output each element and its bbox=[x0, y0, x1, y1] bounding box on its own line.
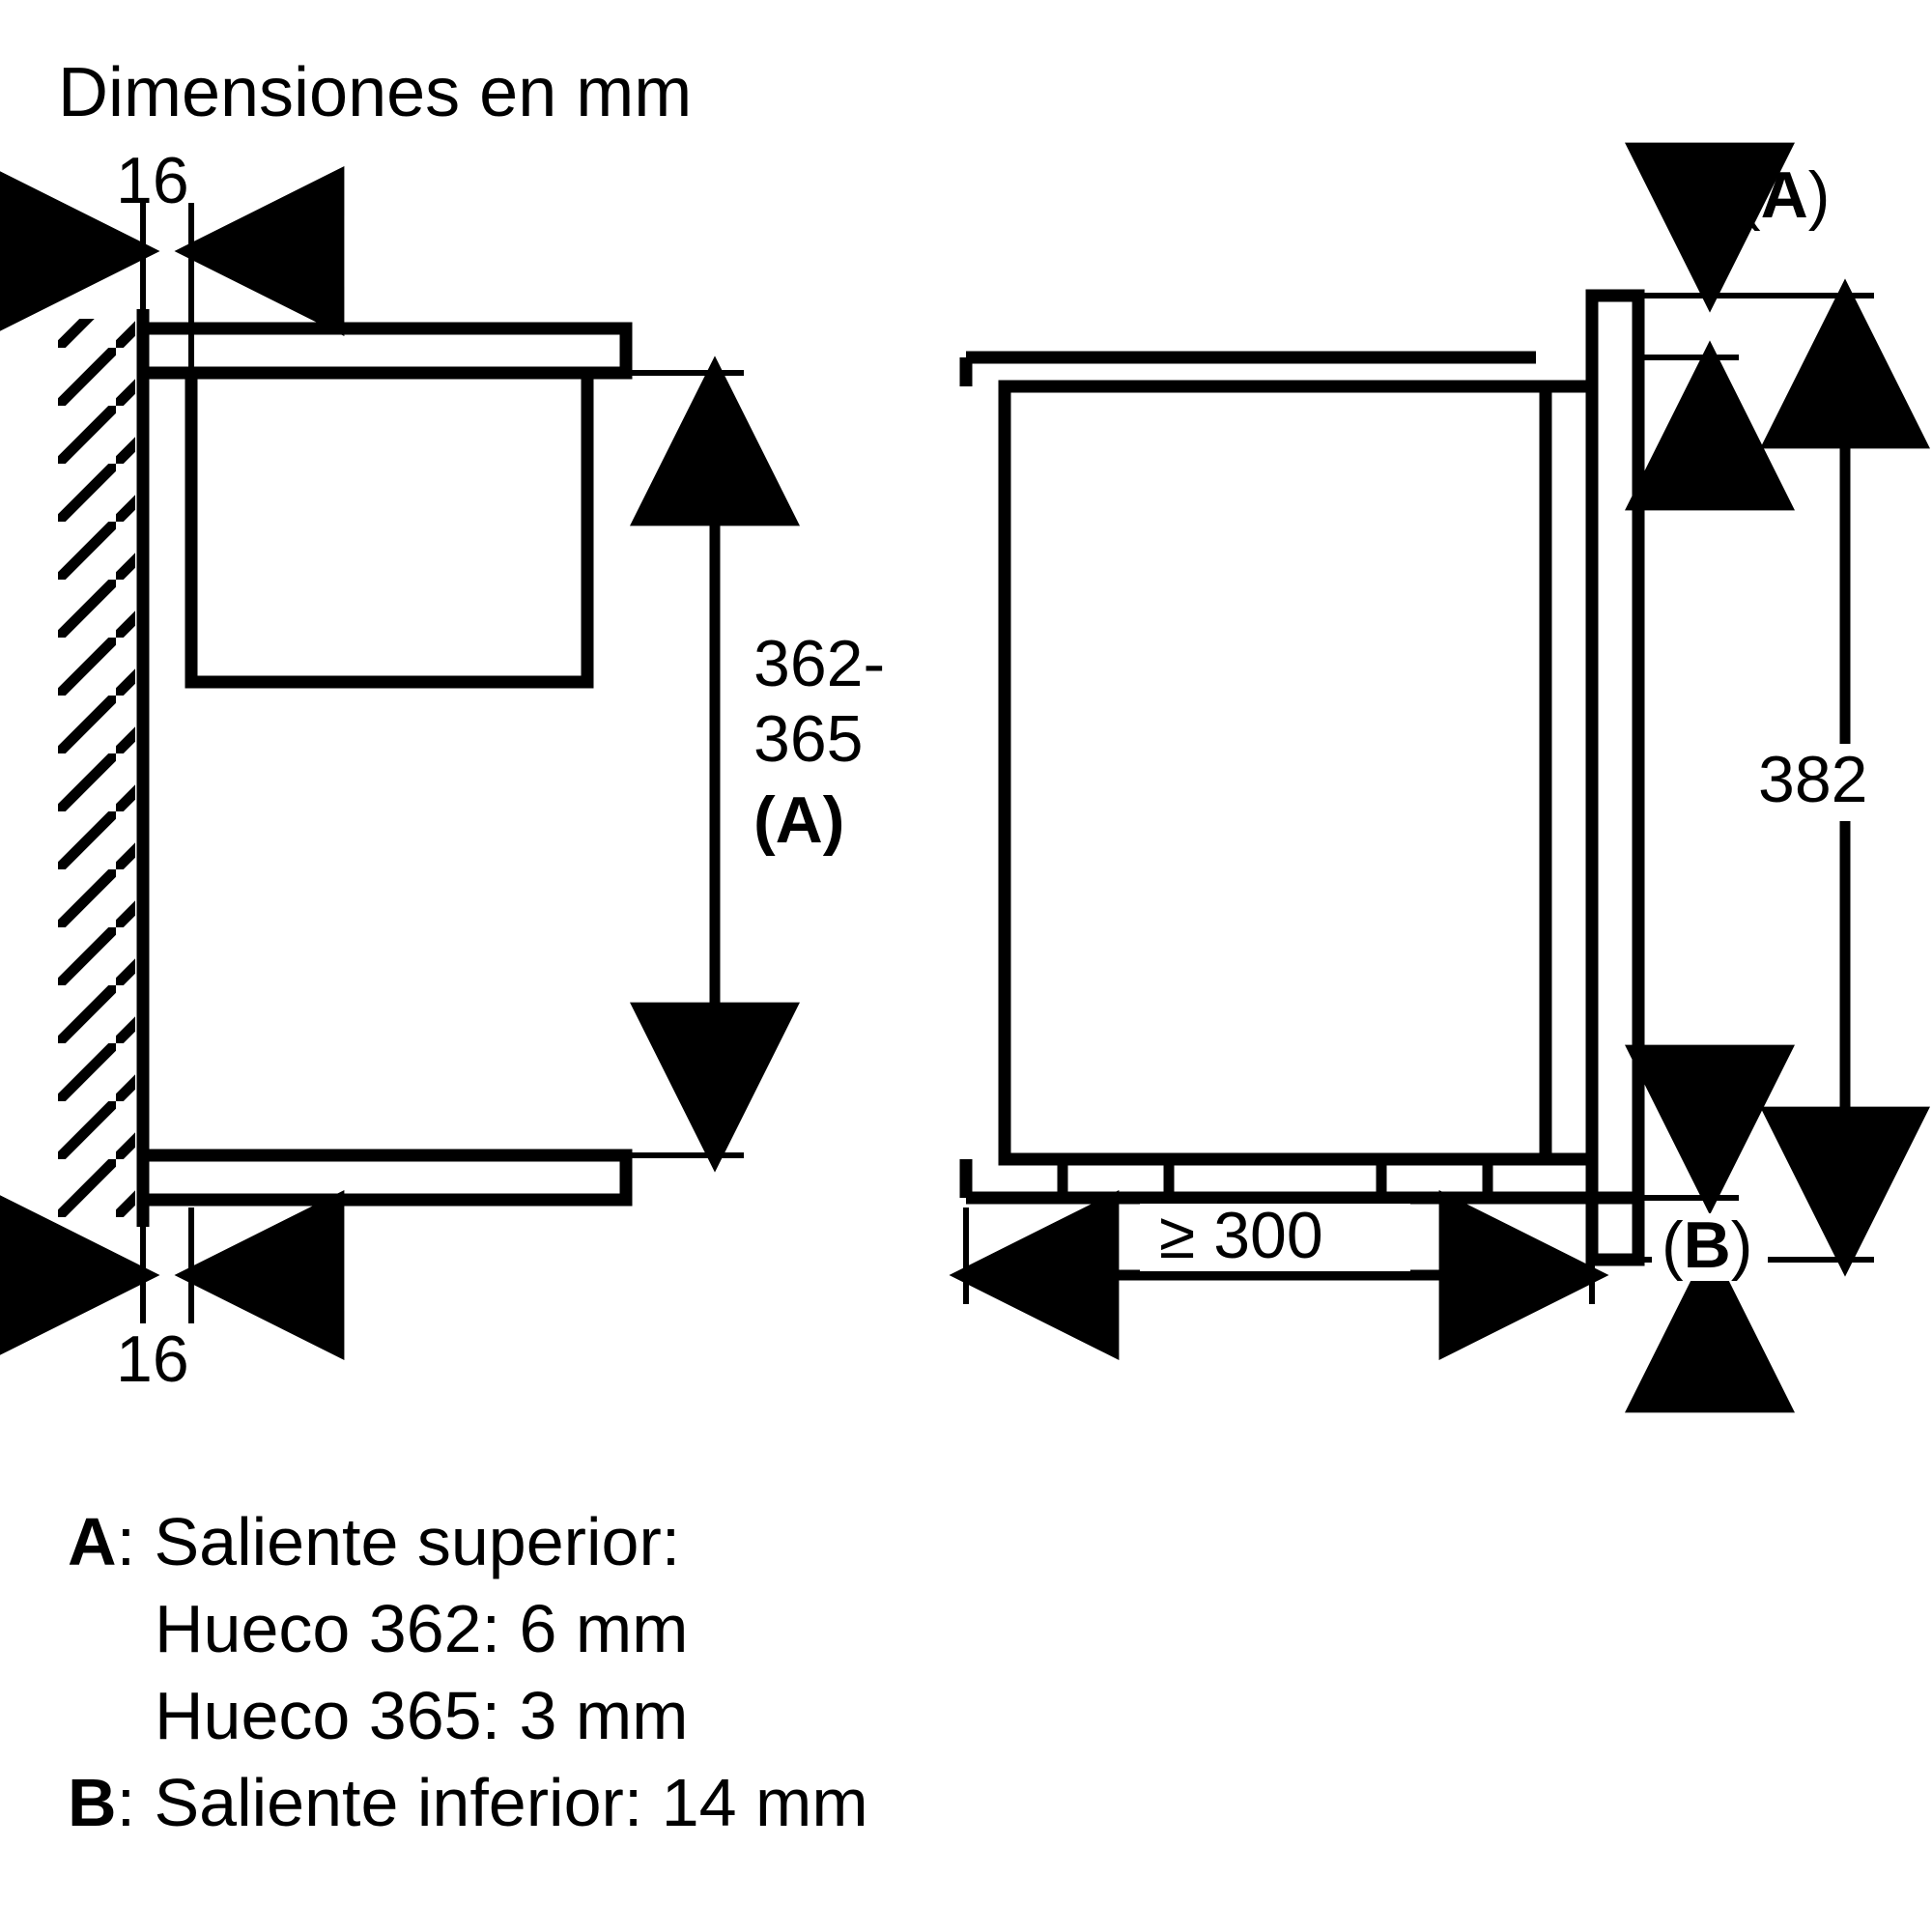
dim-depth: ≥ 300 ≥ 300 bbox=[966, 1197, 1592, 1304]
svg-text:(B): (B) bbox=[1662, 1208, 1752, 1282]
dim-overhang-A-label: (A) bbox=[1739, 158, 1830, 232]
legend-B-label: B bbox=[68, 1765, 117, 1840]
legend-A-label: A bbox=[68, 1504, 117, 1579]
technical-diagram: Dimensiones en mm 16 16 bbox=[0, 0, 1932, 1932]
title: Dimensiones en mm bbox=[58, 54, 692, 131]
legend: A: Saliente superior: Hueco 362: 6 mm Hu… bbox=[68, 1504, 868, 1840]
dim-overhang-A: (A) bbox=[1642, 158, 1830, 464]
legend-A-text3: Hueco 365: 3 mm bbox=[155, 1678, 688, 1753]
dim-inner-height-label: 362-365(A) bbox=[753, 627, 885, 857]
dim-overhang-B: (B) (B) bbox=[1642, 1082, 1768, 1372]
legend-A-text2: Hueco 362: 6 mm bbox=[155, 1591, 688, 1666]
svg-text:≥ 300: ≥ 300 bbox=[1159, 1199, 1323, 1272]
left-view: 16 16 362-365(A) bbox=[58, 144, 885, 1396]
legend-B-text: : Saliente inferior: 14 mm bbox=[117, 1765, 868, 1840]
dim-16-bottom: 16 bbox=[58, 1208, 280, 1396]
svg-text:A: Saliente superior:: A: Saliente superior: bbox=[68, 1504, 680, 1579]
legend-A-text1: : Saliente superior: bbox=[117, 1504, 681, 1579]
dim-16-bottom-label: 16 bbox=[116, 1322, 189, 1396]
svg-text:B: Saliente inferior: 14 mm: B: Saliente inferior: 14 mm bbox=[68, 1765, 868, 1840]
dim-front-height: 382 382 bbox=[1642, 296, 1874, 1260]
dim-inner-height: 362-365(A) bbox=[628, 373, 885, 1155]
svg-text:382: 382 bbox=[1758, 743, 1867, 816]
dim-16-top-label: 16 bbox=[116, 144, 189, 217]
right-view: ≥ 300 ≥ 300 382 382 (A) (B) bbox=[966, 158, 1874, 1372]
